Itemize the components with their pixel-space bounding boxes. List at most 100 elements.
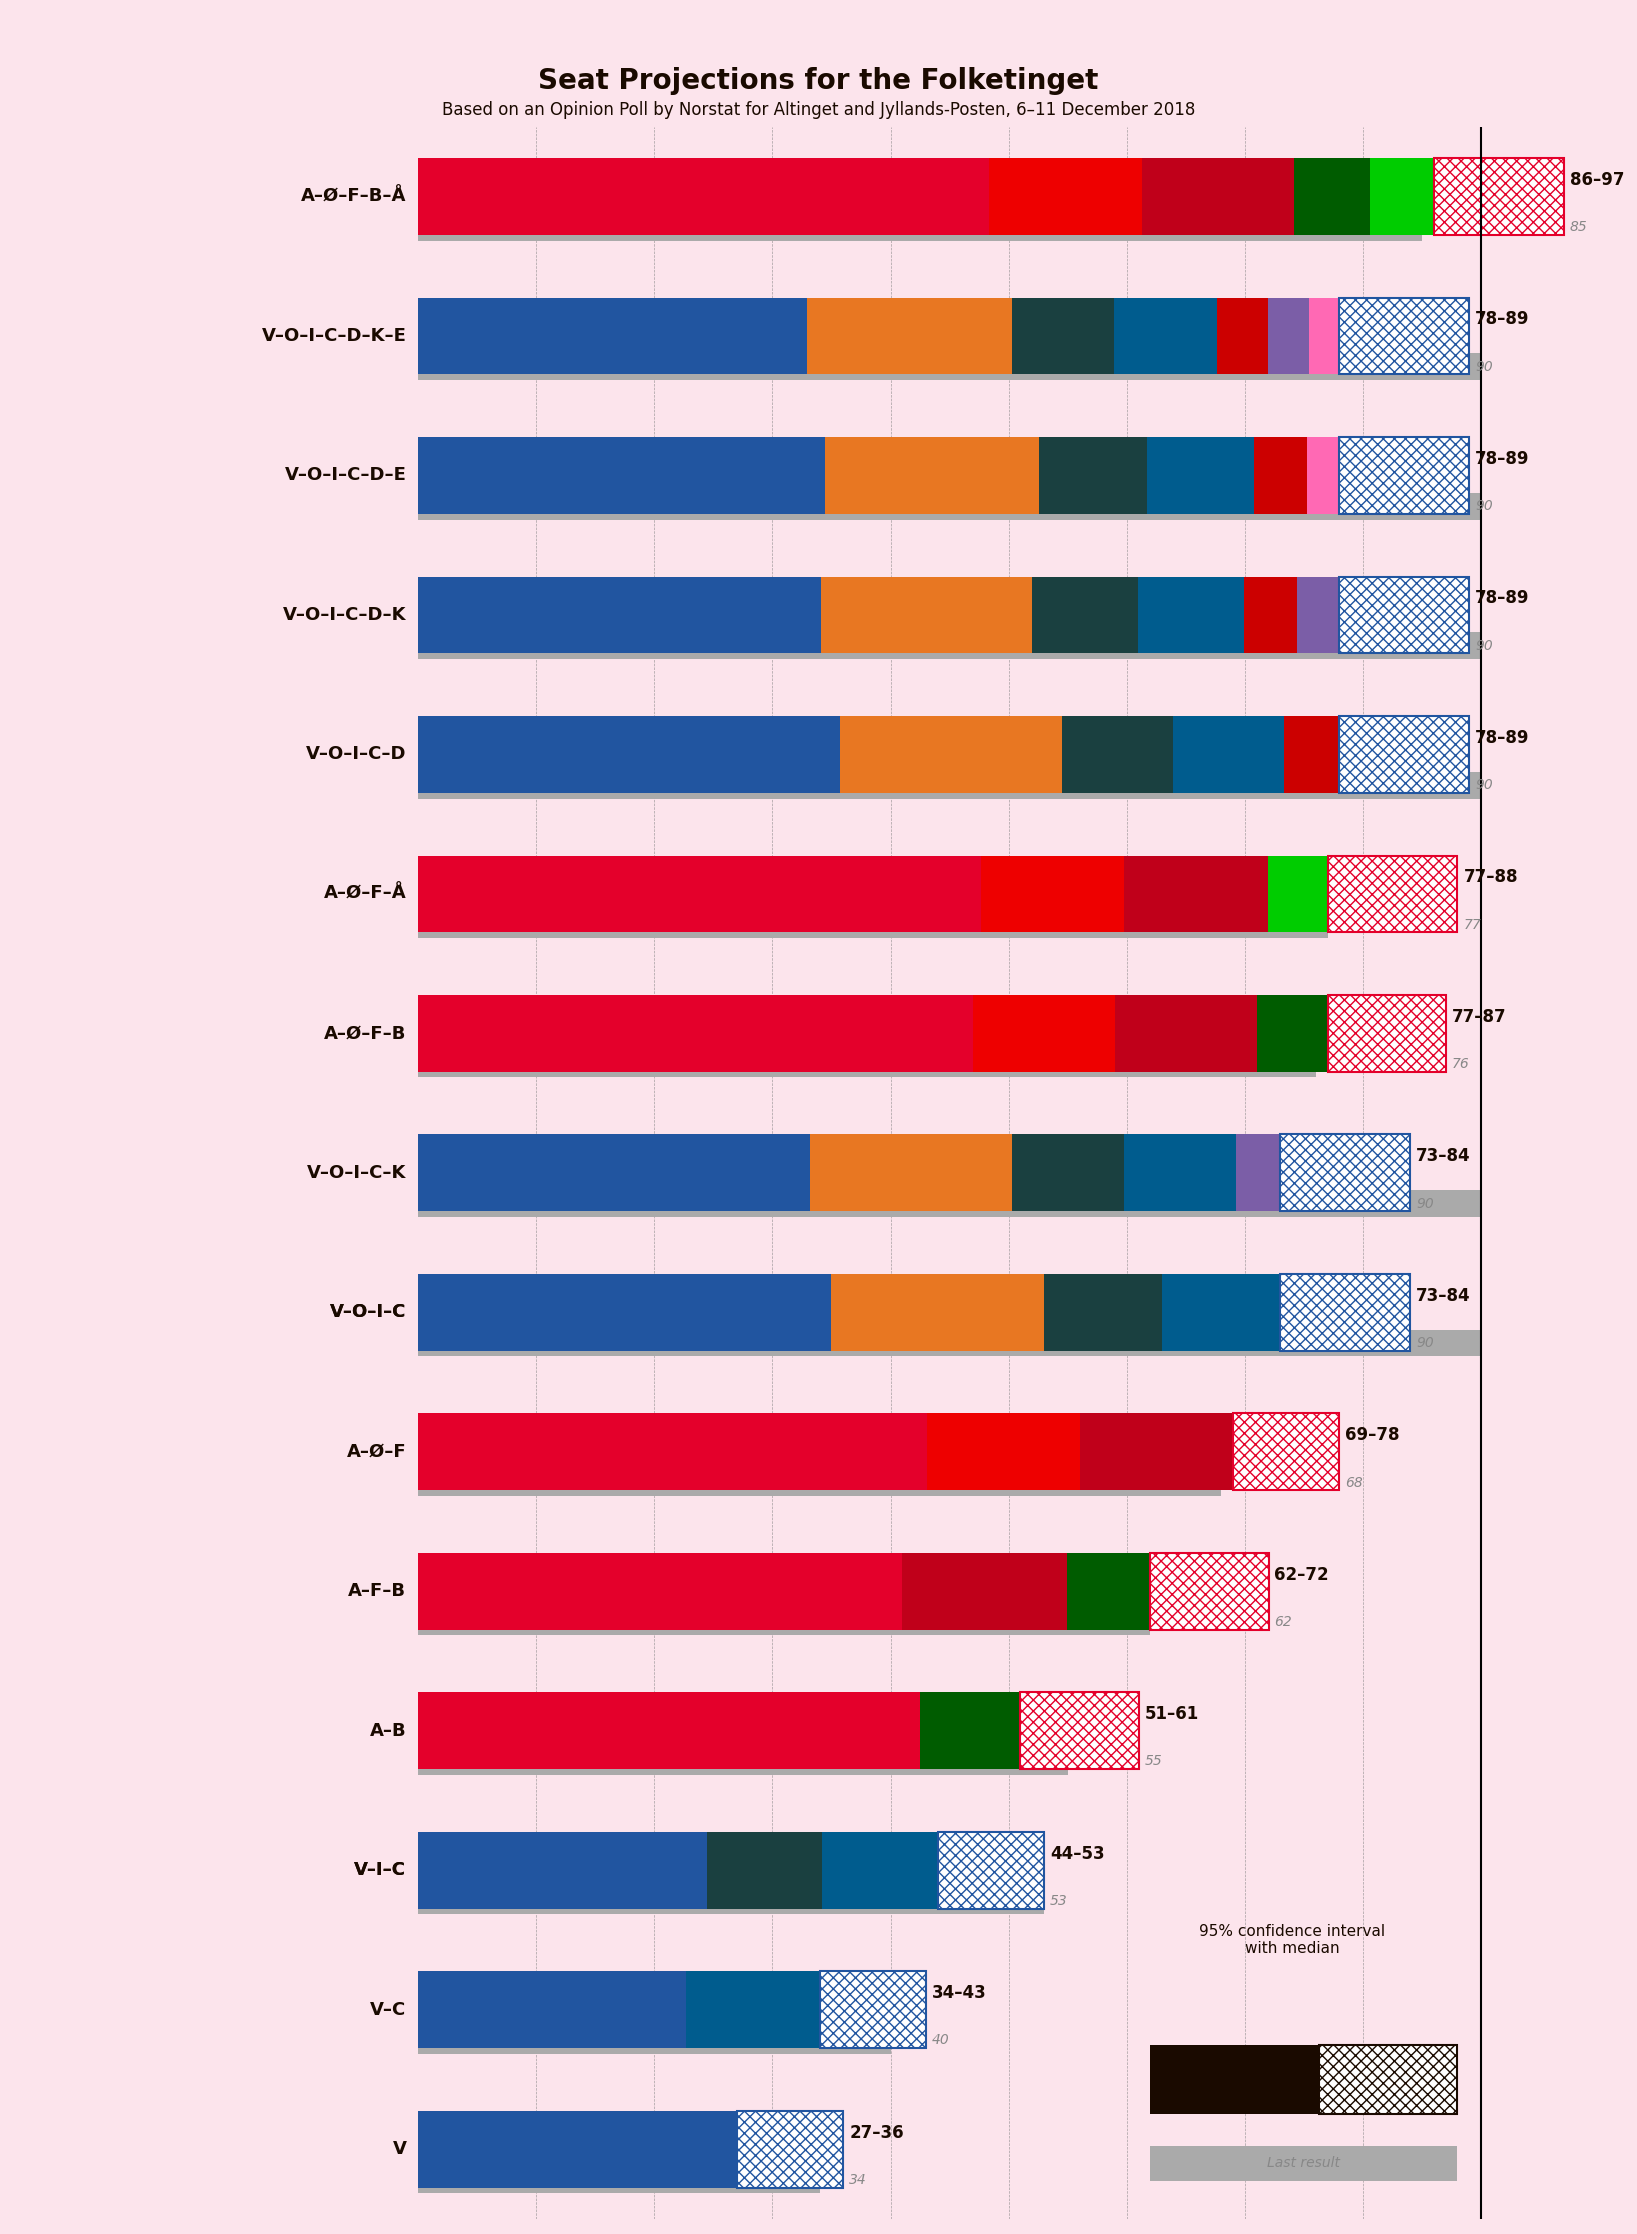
Text: 78–89: 78–89	[1475, 449, 1529, 467]
Bar	[1267, 856, 1328, 932]
Text: 85: 85	[1570, 221, 1588, 235]
Bar	[1370, 159, 1434, 235]
Bar	[417, 494, 1481, 521]
Bar	[1125, 856, 1267, 932]
Bar	[1115, 994, 1257, 1072]
Bar	[417, 2026, 891, 2053]
Bar	[417, 214, 1423, 241]
Bar	[1216, 297, 1267, 375]
Bar	[1172, 717, 1283, 793]
Bar	[1267, 297, 1308, 375]
Bar	[417, 1970, 686, 2049]
Bar	[840, 717, 1062, 793]
Bar	[1308, 438, 1339, 514]
Text: 90: 90	[1416, 1336, 1434, 1349]
Bar	[981, 856, 1125, 932]
Text: A–B: A–B	[370, 1722, 406, 1740]
Bar	[1339, 438, 1470, 514]
Text: Last result: Last result	[1267, 2156, 1341, 2169]
Bar	[417, 297, 807, 375]
Bar	[1162, 1273, 1280, 1352]
Bar	[1295, 159, 1370, 235]
Bar	[1280, 1135, 1409, 1211]
Bar	[417, 1608, 1151, 1635]
Text: 27–36: 27–36	[850, 2125, 904, 2142]
Text: 78–89: 78–89	[1475, 728, 1529, 746]
Bar	[707, 1832, 822, 1908]
Text: 77–87: 77–87	[1452, 1008, 1506, 1025]
Text: A–Ø–F–Å: A–Ø–F–Å	[324, 885, 406, 903]
Text: A–F–B: A–F–B	[349, 1582, 406, 1600]
Bar	[1012, 297, 1115, 375]
Text: V–O–I–C–D–K: V–O–I–C–D–K	[283, 605, 406, 623]
Text: 69–78: 69–78	[1346, 1425, 1400, 1443]
Bar	[1151, 2147, 1457, 2180]
Bar	[928, 1414, 1080, 1490]
Text: 90: 90	[1475, 777, 1493, 793]
Text: 55: 55	[1144, 1754, 1162, 1769]
Bar	[1328, 856, 1457, 932]
Text: 73–84: 73–84	[1416, 1146, 1470, 1166]
Text: 95% confidence interval
with median: 95% confidence interval with median	[1198, 1923, 1385, 1957]
Text: 40: 40	[931, 2033, 949, 2046]
Text: V–O–I–C–D: V–O–I–C–D	[306, 746, 406, 764]
Text: 78–89: 78–89	[1475, 311, 1529, 328]
Bar	[807, 297, 1012, 375]
Bar	[1236, 1135, 1280, 1211]
Text: V: V	[393, 2140, 406, 2158]
Bar	[417, 994, 974, 1072]
Bar	[417, 1470, 1221, 1497]
Bar	[825, 438, 1039, 514]
Bar	[1244, 576, 1297, 652]
Bar	[1280, 1273, 1409, 1352]
Bar	[417, 1747, 1067, 1774]
Text: V–O–I–C: V–O–I–C	[331, 1302, 406, 1320]
Bar	[417, 1050, 1316, 1077]
Bar	[1115, 297, 1216, 375]
Bar	[820, 576, 1033, 652]
Bar	[417, 771, 1481, 798]
Bar	[810, 1135, 1012, 1211]
Bar	[1138, 576, 1244, 652]
Text: 77: 77	[1463, 918, 1481, 932]
Bar	[417, 717, 840, 793]
Bar	[1143, 159, 1295, 235]
Text: V–O–I–C: V–O–I–C	[331, 1302, 406, 1320]
Text: 34–43: 34–43	[931, 1984, 987, 2002]
Bar	[1080, 1414, 1233, 1490]
Bar	[902, 1553, 1067, 1629]
Bar	[822, 1832, 938, 1908]
Bar	[417, 911, 1328, 938]
Bar	[417, 1329, 1481, 1356]
Bar	[1033, 576, 1138, 652]
Text: V–C: V–C	[370, 2002, 406, 2020]
Text: Seat Projections for the Folketinget: Seat Projections for the Folketinget	[539, 67, 1098, 96]
Bar	[1044, 1273, 1162, 1352]
Bar	[1283, 717, 1339, 793]
Text: V–O–I–C–D–E: V–O–I–C–D–E	[285, 467, 406, 485]
Text: A–Ø–F–B–Å: A–Ø–F–B–Å	[301, 188, 406, 206]
Bar	[417, 632, 1481, 659]
Text: 77–88: 77–88	[1463, 869, 1517, 887]
Text: 62–72: 62–72	[1275, 1566, 1329, 1584]
Bar	[1151, 1553, 1269, 1629]
Bar	[1039, 438, 1146, 514]
Bar	[1339, 717, 1470, 793]
Text: 68: 68	[1346, 1474, 1364, 1490]
Bar	[1020, 1693, 1139, 1769]
Text: 90: 90	[1416, 1197, 1434, 1211]
Text: V–I–C: V–I–C	[354, 1861, 406, 1879]
Bar	[417, 353, 1481, 380]
Text: 34: 34	[850, 2174, 868, 2187]
Text: 76: 76	[1452, 1057, 1470, 1070]
Bar	[417, 1191, 1481, 1218]
Bar	[417, 1414, 928, 1490]
Bar	[417, 1135, 810, 1211]
Bar	[1151, 2044, 1319, 2113]
Text: 90: 90	[1475, 498, 1493, 514]
Bar	[1328, 994, 1445, 1072]
Bar	[989, 159, 1143, 235]
Bar	[417, 1832, 707, 1908]
Text: V–O–I–C–D–K–E: V–O–I–C–D–K–E	[262, 326, 406, 344]
Bar	[417, 2167, 820, 2194]
